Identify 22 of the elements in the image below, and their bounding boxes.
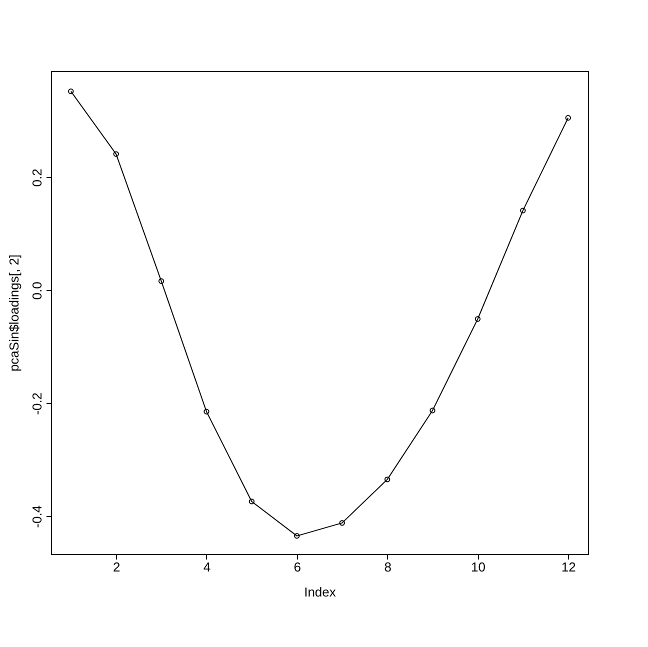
y-tick-label: -0.4 — [30, 505, 44, 528]
point — [294, 533, 300, 539]
point — [113, 151, 119, 157]
point — [248, 498, 255, 504]
y-tick-label: 0.2 — [30, 168, 44, 187]
x-tick-label: 4 — [203, 560, 211, 574]
x-axis-title: Index — [304, 584, 336, 600]
point — [430, 408, 436, 414]
point — [204, 408, 210, 414]
point — [158, 278, 164, 284]
x-tick-label: 2 — [112, 560, 120, 574]
point — [474, 316, 481, 322]
point — [520, 208, 526, 214]
y-axis-title: pcaSin$loadings[, 2] — [6, 254, 22, 372]
point — [339, 520, 345, 526]
x-tick-label: 8 — [384, 560, 392, 574]
x-tick-label: 6 — [294, 560, 302, 574]
point — [384, 476, 390, 482]
x-tick-label: 10 — [470, 560, 486, 574]
y-tick-label: -0.2 — [30, 392, 44, 415]
y-tick-label: 0.0 — [30, 282, 44, 300]
x-tick-label: 12 — [561, 560, 576, 574]
